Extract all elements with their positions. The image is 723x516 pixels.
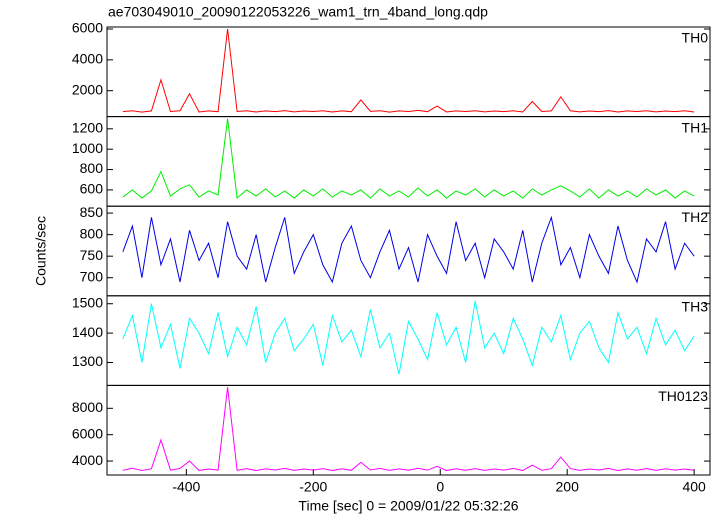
series-label: TH1 [682, 119, 709, 135]
y-tick-label: 1400 [72, 324, 103, 340]
panel-frame [106, 384, 711, 476]
y-tick-label: 6000 [72, 20, 103, 36]
panel-frame [106, 116, 711, 207]
y-tick-label: 1500 [72, 294, 103, 310]
y-tick-label: 4000 [72, 51, 103, 67]
y-tick-label: 6000 [72, 425, 103, 441]
y-tick-label: 800 [80, 225, 104, 241]
y-tick-label: 850 [80, 204, 104, 220]
x-tick-label: -400 [172, 479, 200, 495]
panel-frame [106, 26, 711, 118]
data-line [122, 215, 695, 284]
y-tick-label: 700 [80, 268, 104, 284]
y-tick-label: 1300 [72, 353, 103, 369]
y-tick-label: 800 [80, 160, 104, 176]
x-tick-label: 0 [436, 479, 444, 495]
panel-frame [106, 205, 711, 297]
y-tick-label: 750 [80, 247, 104, 263]
data-line [122, 300, 695, 375]
series-label: TH3 [682, 299, 709, 315]
panel-frame [106, 295, 711, 386]
y-tick-label: 4000 [72, 452, 103, 468]
data-line [122, 118, 695, 200]
series-label: TH0 [682, 30, 709, 46]
y-tick-label: 2000 [72, 81, 103, 97]
x-tick-label: 400 [682, 479, 706, 495]
y-tick-label: 8000 [72, 399, 103, 415]
series-label: TH0123 [658, 388, 708, 404]
y-tick-label: 1000 [72, 140, 103, 156]
chart-title: ae703049010_20090122053226_wam1_trn_4ban… [108, 4, 488, 20]
x-tick-label: 200 [556, 479, 580, 495]
series-label: TH2 [682, 209, 709, 225]
data-line [122, 387, 695, 472]
y-tick-label: 1200 [72, 120, 103, 136]
y-axis-label: Counts/sec [33, 216, 49, 286]
data-line [122, 28, 695, 113]
x-axis-label: Time [sec] 0 = 2009/01/22 05:32:26 [298, 498, 518, 514]
y-tick-label: 600 [80, 181, 104, 197]
x-tick-label: -200 [299, 479, 327, 495]
